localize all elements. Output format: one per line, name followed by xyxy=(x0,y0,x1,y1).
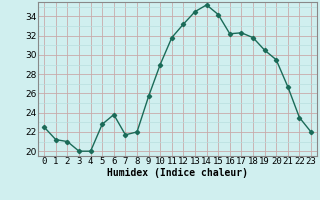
X-axis label: Humidex (Indice chaleur): Humidex (Indice chaleur) xyxy=(107,168,248,178)
